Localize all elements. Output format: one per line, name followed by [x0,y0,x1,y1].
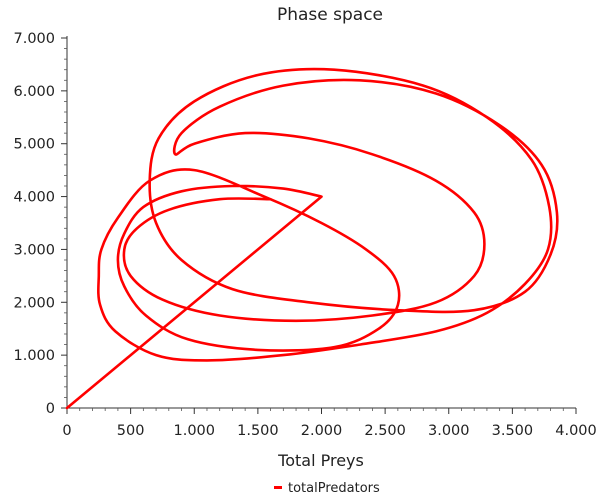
x-tick-label: 3.500 [492,423,534,439]
y-tick-label: 1.000 [13,348,55,364]
x-tick-label: 0 [62,423,71,439]
legend-swatch [274,486,282,489]
axes: 0 1.000 2.000 3.000 4.000 5.000 6.000 7.000 0 500… [13,31,596,439]
legend-label: totalPredators [288,481,380,496]
plot-area [65,67,559,410]
series-line-totalPredators [65,67,559,410]
chart-title: Phase space [277,5,383,25]
y-tick-label: 3.000 [13,242,55,258]
y-tick-label: 0 [46,401,55,417]
y-tick-label: 6.000 [13,84,55,100]
x-tick-label: 2.000 [301,423,343,439]
x-tick-label: 2.500 [364,423,406,439]
legend: totalPredators [274,481,380,496]
x-tick-label: 1.500 [237,423,279,439]
x-tick-label: 3.000 [428,423,470,439]
y-tick-label: 4.000 [13,190,55,206]
y-tick-label: 2.000 [13,295,55,311]
x-tick-label: 1.000 [173,423,215,439]
x-tick-label: 4.000 [555,423,597,439]
y-tick-label: 5.000 [13,137,55,153]
x-axis-title: Total Preys [277,451,364,470]
y-tick-label: 7.000 [13,31,55,47]
x-tick-label: 500 [117,423,145,439]
